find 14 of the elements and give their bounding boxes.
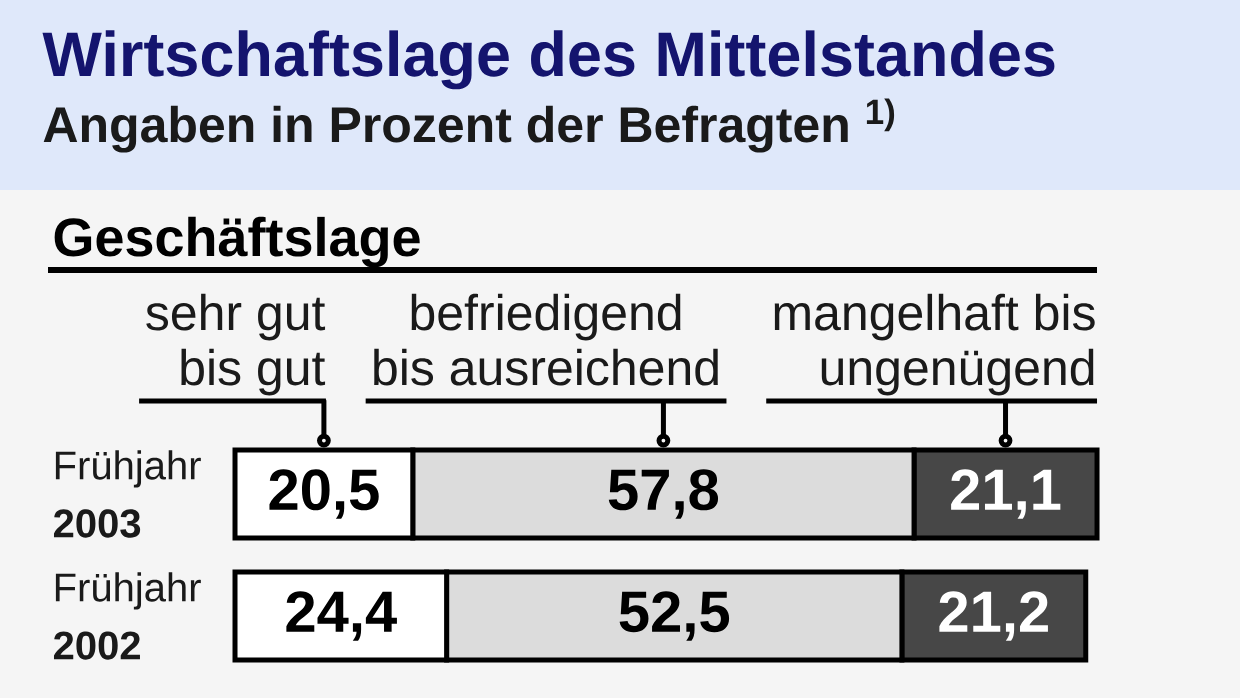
data-label: 21,1 [951,469,1061,519]
data-label: 52,5 [619,591,730,641]
data-label: 24,4 [286,591,397,641]
y-tick-label: Frühjahr 2002 [53,572,201,660]
text: Geschäftslage [54,216,420,268]
y-tick-label: Frühjahr 2003 [53,450,201,538]
data-label: 21,2 [939,591,1048,641]
series-label: mangelhaft bis ungenügend [774,293,1095,396]
data-label: 20,5 [269,469,379,519]
data-label: 57,8 [608,469,719,519]
series-label: sehr gut bis gut [146,293,326,396]
chart-title: Wirtschaftslage des Mittelstandes [42,30,1055,90]
chart-subtitle: Angaben in Prozent der Befragten $^{1)}$ [43,98,895,153]
series-label: befriedigend bis ausreichend [374,293,718,386]
